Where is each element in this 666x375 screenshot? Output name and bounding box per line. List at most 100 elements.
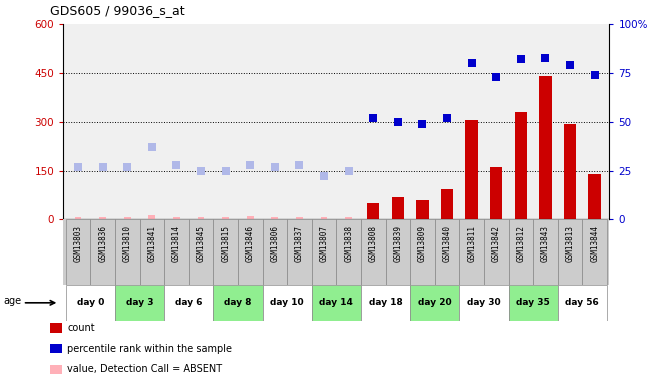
Bar xyxy=(91,219,115,285)
Bar xyxy=(149,216,155,219)
Text: GSM13836: GSM13836 xyxy=(98,225,107,262)
Text: GSM13810: GSM13810 xyxy=(123,225,132,262)
Bar xyxy=(164,219,188,285)
Bar xyxy=(361,219,386,285)
Bar xyxy=(198,217,204,219)
Text: GSM13814: GSM13814 xyxy=(172,225,181,262)
Bar xyxy=(164,285,213,321)
Text: GSM13841: GSM13841 xyxy=(147,225,157,262)
Point xyxy=(122,164,133,170)
Bar xyxy=(312,219,336,285)
Text: GSM13839: GSM13839 xyxy=(394,225,402,262)
Text: day 30: day 30 xyxy=(467,298,501,307)
Point xyxy=(540,54,551,60)
Point xyxy=(466,60,477,66)
Bar xyxy=(173,217,180,219)
Point xyxy=(565,62,575,68)
Text: day 3: day 3 xyxy=(126,298,153,307)
Text: GSM13813: GSM13813 xyxy=(565,225,575,262)
Text: GSM13807: GSM13807 xyxy=(320,225,328,262)
Bar xyxy=(140,219,164,285)
Text: GSM13840: GSM13840 xyxy=(442,225,452,262)
Text: GSM13806: GSM13806 xyxy=(270,225,279,262)
Bar xyxy=(320,217,328,219)
Bar xyxy=(539,76,551,219)
Bar xyxy=(75,217,81,219)
Text: GSM13811: GSM13811 xyxy=(467,225,476,262)
Text: GSM13808: GSM13808 xyxy=(369,225,378,262)
Point xyxy=(343,168,354,174)
Text: day 56: day 56 xyxy=(565,298,599,307)
Bar xyxy=(410,285,460,321)
Point xyxy=(97,164,108,170)
Bar xyxy=(124,217,131,219)
Bar xyxy=(63,219,609,285)
Text: GSM13812: GSM13812 xyxy=(516,225,525,262)
Bar xyxy=(247,216,254,219)
Bar xyxy=(312,285,361,321)
Point xyxy=(196,168,206,174)
Text: GSM13837: GSM13837 xyxy=(295,225,304,262)
Bar xyxy=(361,285,410,321)
Text: GSM13809: GSM13809 xyxy=(418,225,427,262)
Bar xyxy=(336,219,361,285)
Bar xyxy=(262,285,312,321)
Bar xyxy=(66,219,91,285)
Bar xyxy=(296,217,303,219)
Text: GSM13815: GSM13815 xyxy=(221,225,230,262)
Bar xyxy=(557,219,582,285)
Bar xyxy=(115,285,164,321)
Bar xyxy=(460,285,509,321)
Point xyxy=(245,162,256,168)
Text: GDS605 / 99036_s_at: GDS605 / 99036_s_at xyxy=(50,4,184,17)
Bar xyxy=(441,189,453,219)
Point xyxy=(491,74,501,80)
Bar xyxy=(435,219,460,285)
Point xyxy=(589,72,600,78)
Point xyxy=(417,121,428,127)
Bar xyxy=(188,219,213,285)
Bar xyxy=(66,285,115,321)
Text: percentile rank within the sample: percentile rank within the sample xyxy=(67,344,232,354)
Bar xyxy=(557,285,607,321)
Point xyxy=(368,115,378,121)
Point xyxy=(270,164,280,170)
Text: day 20: day 20 xyxy=(418,298,452,307)
Text: count: count xyxy=(67,323,95,333)
Bar xyxy=(392,196,404,219)
Text: GSM13843: GSM13843 xyxy=(541,225,550,262)
Bar xyxy=(99,217,106,219)
Text: GSM13838: GSM13838 xyxy=(344,225,353,262)
Bar xyxy=(589,174,601,219)
Bar xyxy=(367,203,380,219)
Text: age: age xyxy=(3,296,21,306)
Bar xyxy=(509,285,557,321)
Text: GSM13845: GSM13845 xyxy=(196,225,206,262)
Bar xyxy=(345,217,352,219)
Point xyxy=(147,144,157,150)
Bar xyxy=(509,219,533,285)
Text: day 35: day 35 xyxy=(516,298,550,307)
Point xyxy=(294,162,305,168)
Point xyxy=(73,164,83,170)
Text: GSM13846: GSM13846 xyxy=(246,225,254,262)
Point xyxy=(442,115,452,121)
Text: day 6: day 6 xyxy=(175,298,202,307)
Text: day 18: day 18 xyxy=(369,298,402,307)
Bar xyxy=(582,219,607,285)
Text: day 8: day 8 xyxy=(224,298,252,307)
Bar xyxy=(213,285,262,321)
Bar xyxy=(515,112,527,219)
Bar xyxy=(484,219,509,285)
Bar xyxy=(386,219,410,285)
Bar xyxy=(533,219,557,285)
Point xyxy=(171,162,182,168)
Bar xyxy=(272,217,278,219)
Bar xyxy=(262,219,287,285)
Text: value, Detection Call = ABSENT: value, Detection Call = ABSENT xyxy=(67,364,222,374)
Bar xyxy=(466,120,478,219)
Bar xyxy=(222,217,229,219)
Point xyxy=(392,119,403,125)
Text: GSM13844: GSM13844 xyxy=(590,225,599,262)
Point xyxy=(319,174,330,180)
